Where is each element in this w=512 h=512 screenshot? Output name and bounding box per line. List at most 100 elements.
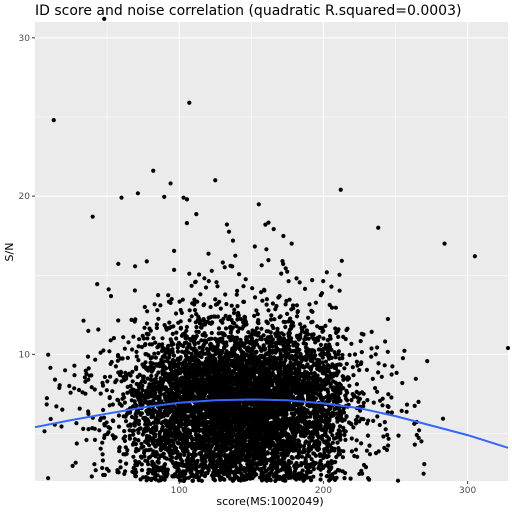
data-point	[206, 279, 211, 284]
data-point	[225, 468, 230, 473]
data-point	[229, 303, 234, 308]
data-point	[264, 247, 269, 252]
data-point	[129, 414, 135, 420]
data-point	[213, 302, 219, 307]
data-point	[138, 454, 144, 459]
data-point	[107, 349, 112, 354]
data-point	[322, 346, 327, 351]
data-point	[344, 414, 349, 419]
data-point	[143, 458, 148, 463]
data-point	[134, 414, 139, 419]
data-point	[139, 445, 144, 450]
data-point	[210, 320, 215, 325]
data-point	[164, 377, 169, 382]
data-point	[367, 452, 373, 457]
data-point	[299, 454, 304, 459]
data-point	[213, 465, 219, 470]
data-point	[320, 355, 325, 360]
data-point	[116, 318, 121, 323]
data-point	[98, 391, 103, 396]
data-point	[217, 337, 222, 342]
data-point	[318, 391, 323, 396]
data-point	[213, 297, 218, 302]
data-point	[298, 322, 303, 327]
data-point	[152, 471, 158, 476]
data-point	[234, 324, 239, 329]
data-point	[309, 381, 314, 387]
data-point	[266, 362, 271, 367]
data-point	[260, 298, 265, 303]
data-point	[270, 301, 275, 306]
data-point	[344, 388, 349, 393]
data-point	[364, 448, 369, 453]
data-point	[89, 385, 94, 390]
data-point	[383, 339, 388, 344]
data-point	[298, 444, 303, 449]
data-point	[205, 420, 210, 425]
data-point	[193, 360, 198, 365]
data-point	[231, 310, 237, 316]
data-point	[252, 295, 258, 300]
data-point	[142, 325, 147, 330]
data-point	[129, 317, 134, 322]
data-point	[143, 475, 148, 480]
data-point	[162, 366, 168, 371]
data-point	[186, 350, 191, 355]
data-point	[139, 441, 144, 446]
data-point	[279, 271, 284, 276]
data-point	[102, 472, 107, 478]
data-point	[194, 212, 199, 217]
data-point	[234, 335, 240, 340]
data-point	[60, 407, 65, 412]
data-point	[358, 408, 363, 413]
data-point	[261, 333, 266, 338]
data-point	[421, 471, 426, 476]
data-point	[307, 464, 312, 470]
data-point	[365, 433, 371, 438]
data-point	[155, 308, 160, 313]
data-point	[318, 477, 323, 482]
data-point	[233, 253, 238, 258]
data-point	[318, 293, 323, 298]
data-point	[161, 377, 166, 382]
data-point	[299, 461, 304, 466]
data-point	[117, 449, 122, 454]
data-point	[259, 348, 264, 353]
data-point	[321, 336, 326, 341]
data-point	[306, 315, 311, 320]
data-point	[104, 388, 109, 393]
data-point	[232, 321, 237, 326]
data-point	[294, 303, 299, 308]
data-point	[349, 341, 354, 346]
data-point	[96, 327, 101, 332]
data-point	[145, 376, 150, 381]
data-point	[223, 313, 228, 318]
data-point	[154, 325, 159, 331]
data-point	[354, 382, 359, 387]
data-point	[227, 367, 232, 372]
data-point	[117, 445, 122, 450]
data-point	[217, 299, 222, 304]
data-point	[203, 428, 208, 433]
data-point	[151, 383, 156, 388]
data-point	[130, 369, 135, 374]
data-point	[184, 324, 189, 330]
data-point	[116, 424, 122, 429]
data-point	[202, 322, 208, 327]
data-point	[281, 319, 286, 324]
data-point	[342, 366, 347, 371]
data-point	[101, 407, 106, 413]
data-point	[68, 390, 73, 395]
data-point	[136, 422, 141, 427]
data-point	[237, 460, 242, 465]
data-point	[100, 458, 105, 463]
data-point	[202, 276, 207, 281]
data-point	[220, 260, 225, 265]
data-point	[348, 421, 353, 426]
data-point	[412, 442, 417, 447]
data-point	[147, 468, 152, 474]
data-point	[340, 469, 345, 474]
data-point	[156, 383, 162, 388]
data-point	[211, 348, 216, 353]
data-point	[333, 352, 338, 357]
